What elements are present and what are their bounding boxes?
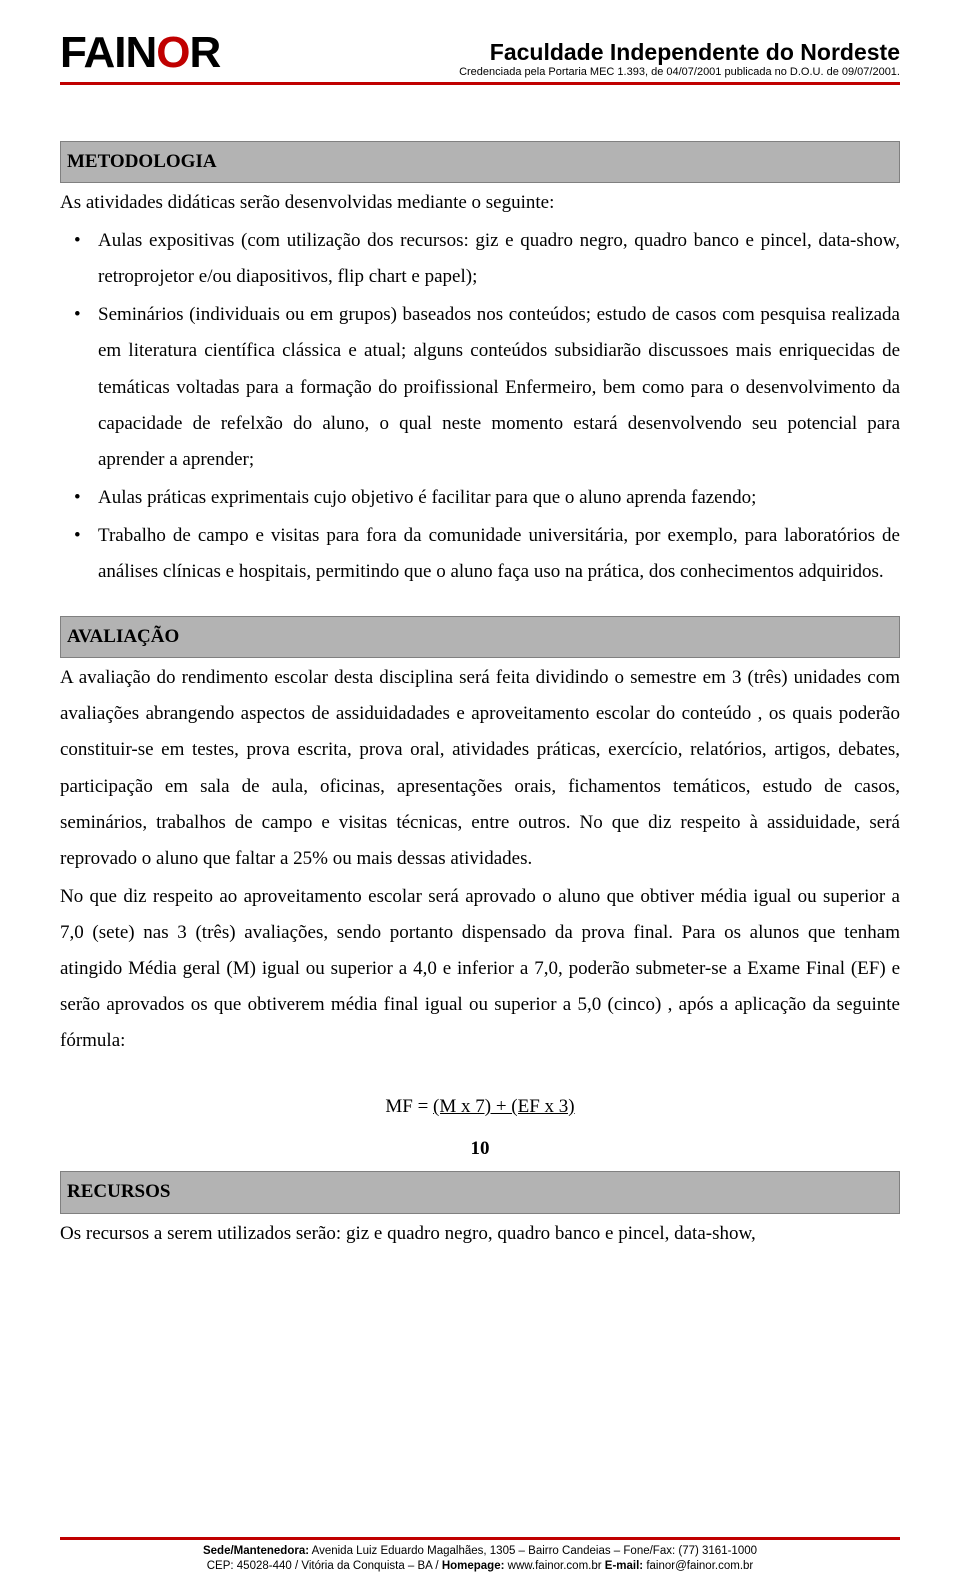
- page-footer: Sede/Mantenedora: Avenida Luiz Eduardo M…: [60, 1537, 900, 1575]
- footer-homepage-label: Homepage:: [442, 1560, 505, 1572]
- footer-line-2: CEP: 45028-440 / Vitória da Conquista – …: [60, 1559, 900, 1575]
- formula-numerator: (M x 7) + (EF x 3): [433, 1096, 575, 1117]
- institution-subtitle: Credenciada pela Portaria MEC 1.393, de …: [459, 66, 900, 78]
- list-item: Seminários (individuais ou em grupos) ba…: [60, 297, 900, 477]
- page-header: FAINOR Faculdade Independente do Nordest…: [60, 28, 900, 85]
- page-container: FAINOR Faculdade Independente do Nordest…: [0, 0, 960, 1252]
- logo-text-o: O: [156, 28, 189, 78]
- footer-email-label: E-mail:: [605, 1560, 643, 1572]
- metodologia-intro: As atividades didáticas serão desenvolvi…: [60, 185, 900, 221]
- list-item: Aulas práticas exprimentais cujo objetiv…: [60, 480, 900, 516]
- footer-line-1: Sede/Mantenedora: Avenida Luiz Eduardo M…: [60, 1544, 900, 1560]
- institution-title: Faculdade Independente do Nordeste: [459, 39, 900, 66]
- metodologia-heading: METODOLOGIA: [60, 141, 900, 183]
- list-item: Aulas expositivas (com utilização dos re…: [60, 223, 900, 295]
- footer-sede-label: Sede/Mantenedora:: [203, 1545, 309, 1557]
- header-right: Faculdade Independente do Nordeste Crede…: [459, 39, 900, 78]
- footer-homepage: www.fainor.com.br: [504, 1560, 604, 1572]
- avaliacao-para-1: A avaliação do rendimento escolar desta …: [60, 660, 900, 877]
- avaliacao-heading: AVALIAÇÃO: [60, 616, 900, 658]
- avaliacao-para-2: No que diz respeito ao aproveitamento es…: [60, 879, 900, 1059]
- footer-cep: CEP: 45028-440 / Vitória da Conquista – …: [207, 1560, 442, 1572]
- recursos-para: Os recursos a serem utilizados serão: gi…: [60, 1216, 900, 1252]
- logo-text-part3: R: [189, 28, 220, 78]
- logo: FAINOR: [60, 28, 220, 78]
- formula-denominator: 10: [60, 1131, 900, 1167]
- footer-sede-text: Avenida Luiz Eduardo Magalhães, 1305 – B…: [309, 1545, 757, 1557]
- list-item: Trabalho de campo e visitas para fora da…: [60, 518, 900, 590]
- footer-email: fainor@fainor.com.br: [643, 1560, 753, 1572]
- main-content: METODOLOGIA As atividades didáticas serã…: [60, 141, 900, 1252]
- formula-block: MF = (M x 7) + (EF x 3): [60, 1089, 900, 1125]
- formula-prefix: MF =: [385, 1096, 433, 1117]
- recursos-heading: RECURSOS: [60, 1171, 900, 1213]
- spacer: [60, 592, 900, 610]
- logo-text-part1: FAIN: [60, 28, 156, 78]
- metodologia-bullets: Aulas expositivas (com utilização dos re…: [60, 223, 900, 590]
